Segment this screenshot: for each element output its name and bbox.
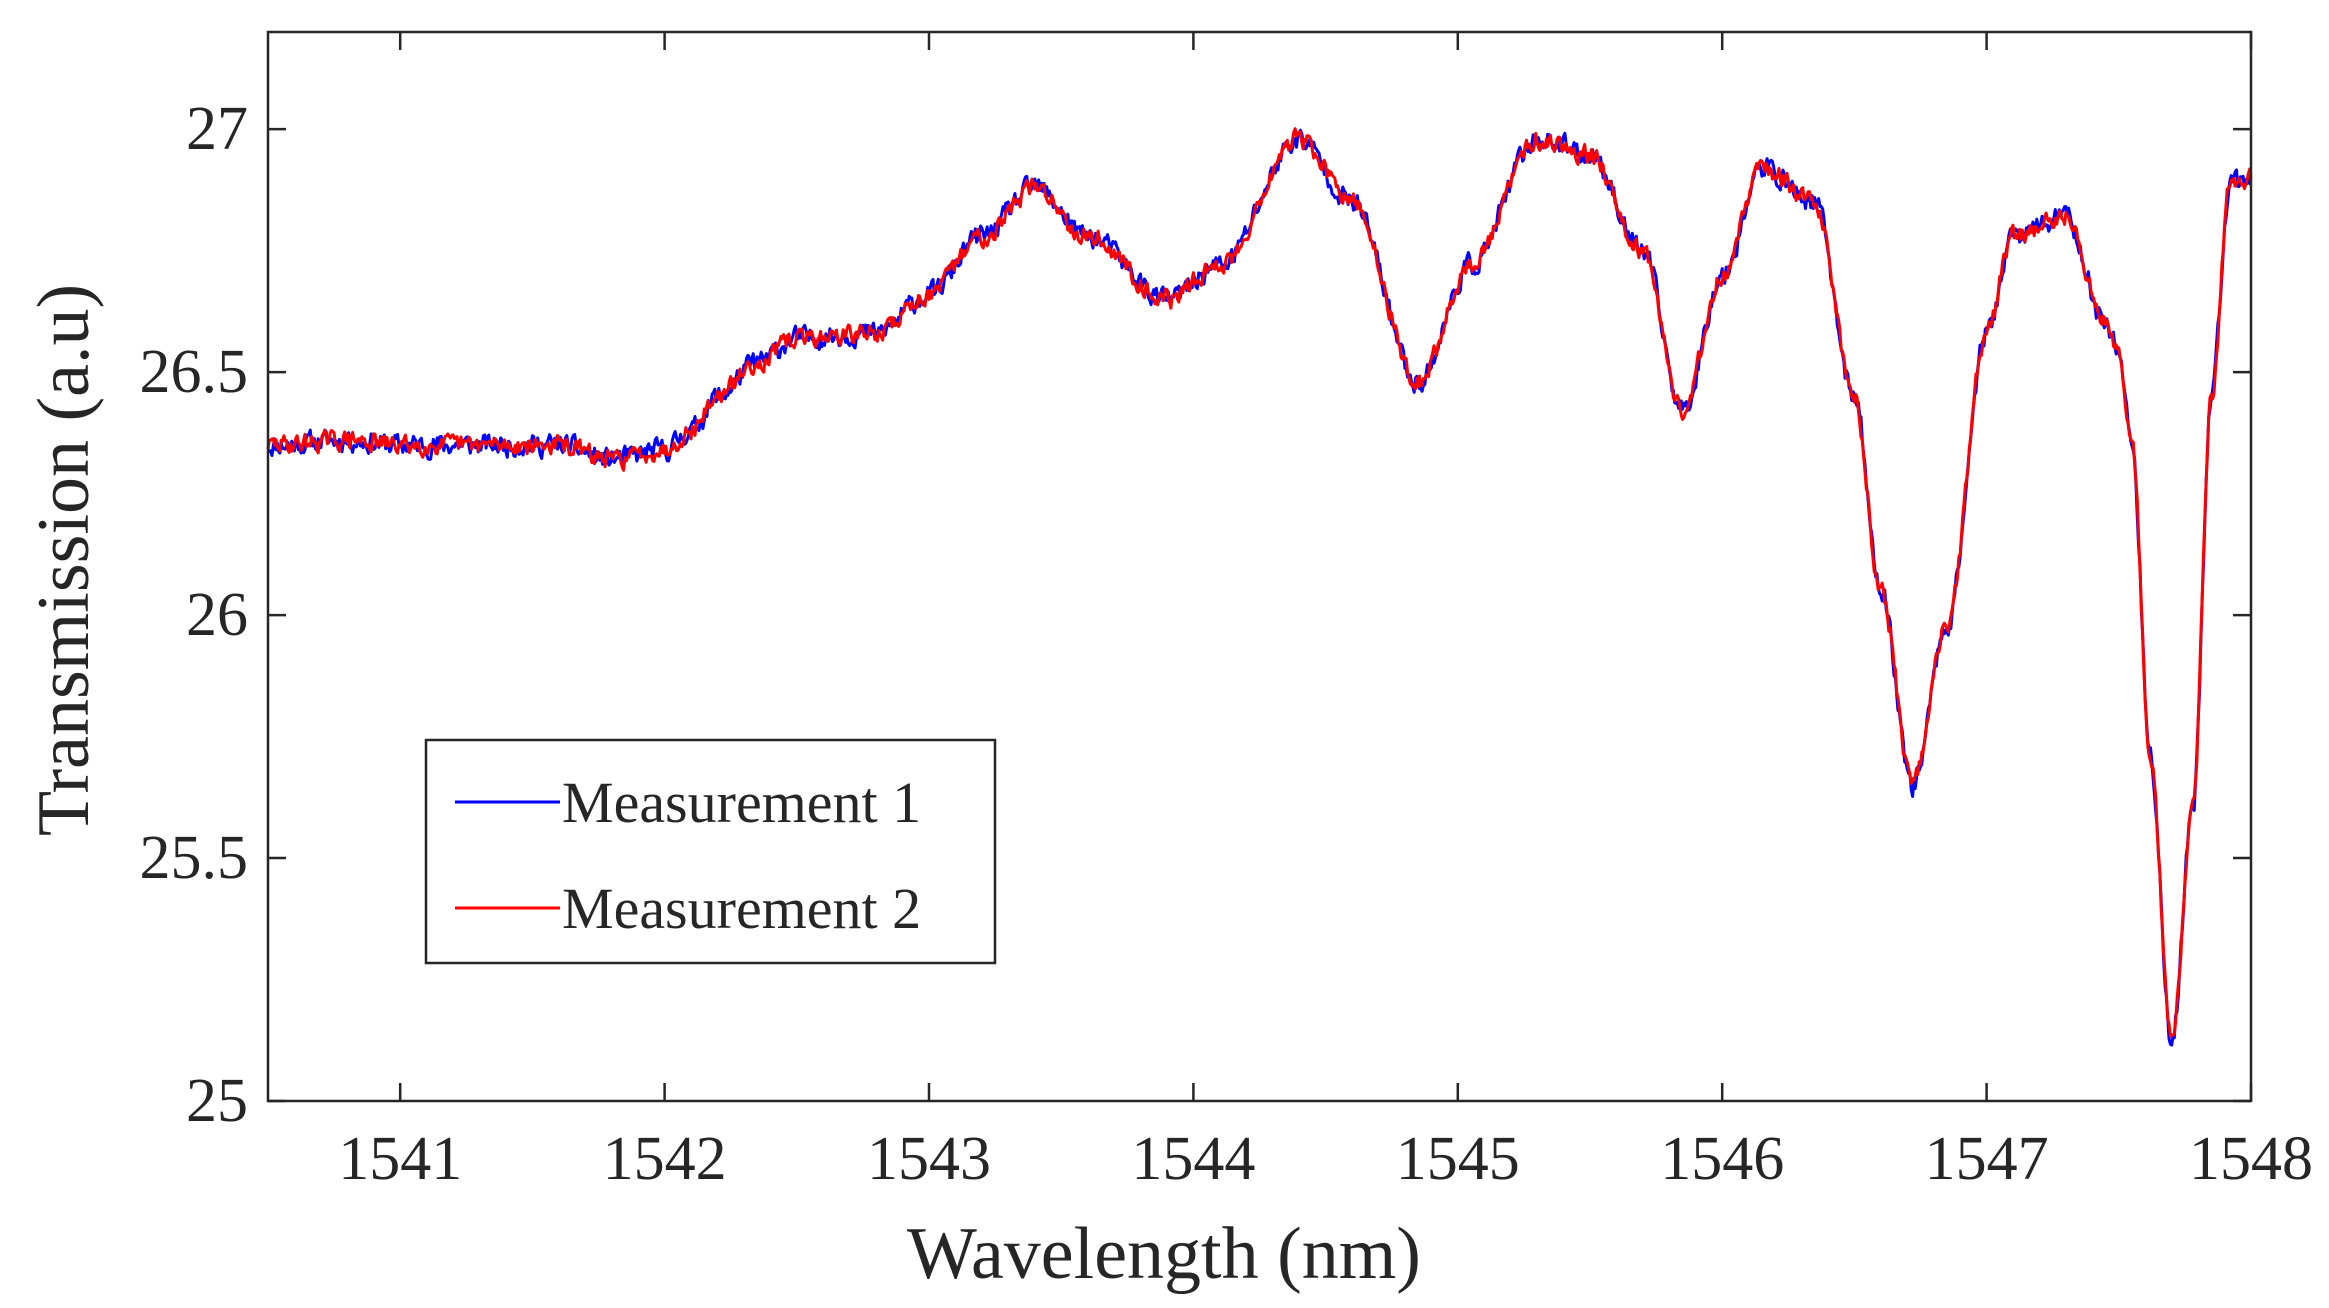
y-tick-label: 27 <box>186 95 248 163</box>
x-tick-label: 1547 <box>1925 1125 2049 1193</box>
legend-label-measurement-1: Measurement 1 <box>562 770 921 835</box>
y-tick-label: 26.5 <box>140 338 249 406</box>
x-tick-label: 1543 <box>867 1125 991 1193</box>
series-layer <box>266 127 2253 1047</box>
legend: Measurement 1 Measurement 2 <box>424 738 997 965</box>
y-tick-label: 25.5 <box>140 824 249 892</box>
series-line-measurement-2 <box>266 127 2253 1038</box>
x-tick-label: 1546 <box>1660 1125 1784 1193</box>
x-axis-label: Wavelength (nm) <box>907 1213 1421 1295</box>
plot-frame <box>266 30 2253 1103</box>
y-tick-label: 25 <box>186 1067 248 1135</box>
legend-label-measurement-2: Measurement 2 <box>562 876 921 941</box>
legend-box <box>424 738 997 965</box>
y-axis-label: Transmission (a.u) <box>23 284 105 836</box>
x-tick-label: 1548 <box>2189 1125 2313 1193</box>
y-tick-label: 26 <box>186 581 248 649</box>
x-tick-label: 1544 <box>1131 1125 1255 1193</box>
x-tick-label: 1542 <box>603 1125 727 1193</box>
ticks: 1541 1542 1543 1544 1545 1546 1547 1548 25 25.5 26… <box>140 32 2313 1193</box>
axes <box>266 30 2253 1103</box>
x-tick-label: 1545 <box>1396 1125 1520 1193</box>
x-tick-label: 1541 <box>338 1125 462 1193</box>
